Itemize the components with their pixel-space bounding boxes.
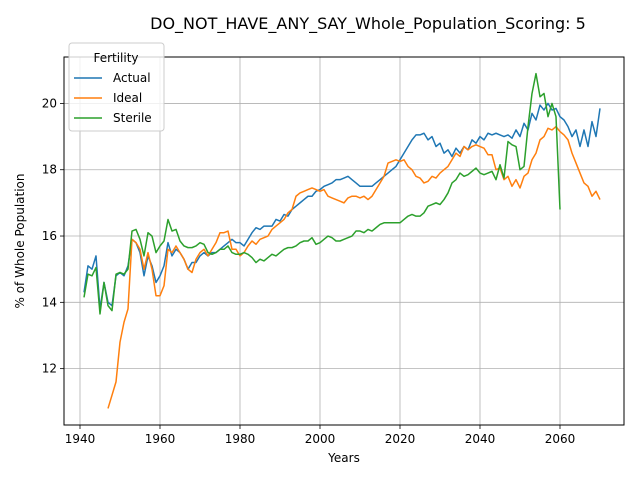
- y-tick-label: 14: [42, 295, 57, 309]
- series-lines: [83, 72, 601, 409]
- legend-label-ideal: Ideal: [113, 91, 142, 105]
- legend-title: Fertility: [93, 51, 138, 65]
- axes: 1940 1960 1980 2000 2020 2040 2060 12 14 16 18 20: [42, 96, 576, 446]
- y-axis-label: % of Whole Population: [13, 174, 27, 309]
- y-tick-label: 20: [42, 96, 57, 110]
- legend-label-actual: Actual: [113, 71, 151, 85]
- legend: Fertility Actual Ideal Sterile: [68, 42, 165, 132]
- y-tick-label: 18: [42, 163, 57, 177]
- x-tick-label: 2040: [465, 432, 496, 446]
- legend-label-sterile: Sterile: [113, 111, 152, 125]
- x-tick-label: 2060: [545, 432, 576, 446]
- x-tick-label: 2000: [305, 432, 336, 446]
- x-tick-label: 1940: [65, 432, 96, 446]
- series-line-ideal: [107, 125, 601, 409]
- x-tick-label: 1960: [145, 432, 176, 446]
- y-tick-label: 12: [42, 362, 57, 376]
- plot-area-frame: [63, 56, 625, 426]
- x-tick-label: 1980: [225, 432, 256, 446]
- chart-title: DO_NOT_HAVE_ANY_SAY_Whole_Population_Sco…: [150, 14, 586, 34]
- x-axis-label: Years: [327, 451, 360, 465]
- series-line-actual: [83, 102, 601, 310]
- legend-box: [68, 42, 165, 132]
- y-tick-label: 16: [42, 229, 57, 243]
- series-line-sterile: [83, 72, 561, 315]
- legend-entries: Actual Ideal Sterile: [74, 71, 152, 125]
- x-tick-label: 2020: [385, 432, 416, 446]
